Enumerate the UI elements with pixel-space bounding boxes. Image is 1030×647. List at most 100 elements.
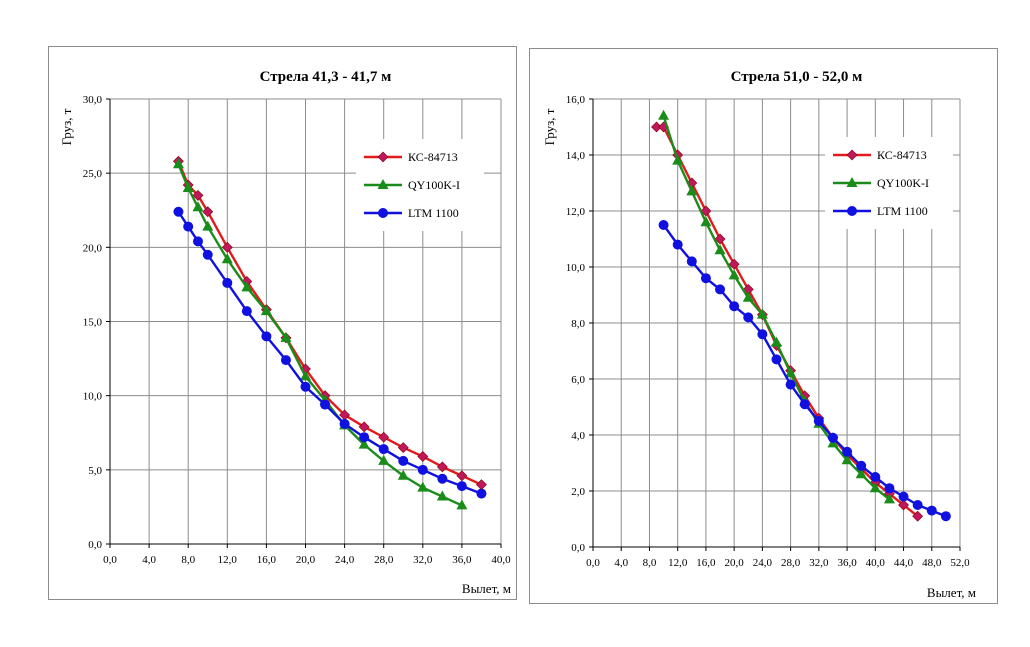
data-point bbox=[183, 221, 194, 232]
data-point bbox=[192, 201, 204, 212]
legend-marker bbox=[377, 179, 389, 189]
data-point bbox=[222, 277, 233, 288]
legend-marker bbox=[846, 149, 858, 161]
data-point bbox=[912, 510, 924, 522]
chart-title: Стрела 41,3 - 41,7 м bbox=[260, 69, 392, 85]
data-point bbox=[841, 454, 853, 465]
x-tick-label: 24,0 bbox=[753, 557, 773, 569]
chart-title: Стрела 51,0 - 52,0 м bbox=[731, 69, 863, 85]
x-tick-label: 16,0 bbox=[257, 554, 277, 566]
legend-marker bbox=[847, 206, 857, 216]
data-point bbox=[672, 239, 683, 250]
x-tick-label: 4,0 bbox=[614, 557, 628, 569]
data-point bbox=[436, 490, 448, 501]
x-tick-label: 20,0 bbox=[725, 557, 745, 569]
y-tick-label: 4,0 bbox=[571, 430, 585, 442]
y-tick-label: 25,0 bbox=[83, 168, 103, 180]
data-point bbox=[221, 241, 233, 253]
legend-label: LTM 1100 bbox=[408, 206, 459, 220]
x-axis-label: Вылет, м bbox=[462, 581, 511, 596]
data-point bbox=[173, 206, 184, 217]
data-point bbox=[799, 399, 810, 410]
series-ltm-1100 bbox=[658, 220, 951, 522]
data-point bbox=[842, 446, 853, 457]
data-point bbox=[700, 216, 712, 227]
x-tick-label: 16,0 bbox=[696, 557, 716, 569]
y-tick-label: 0,0 bbox=[571, 542, 585, 554]
data-point bbox=[358, 438, 370, 449]
data-point bbox=[417, 451, 429, 462]
gridlines bbox=[592, 98, 961, 548]
legend: КС-84713 QY100K-I LTM 1100 bbox=[356, 139, 484, 231]
data-point bbox=[870, 472, 881, 482]
data-point bbox=[813, 416, 824, 426]
y-tick-label: 0,0 bbox=[88, 539, 102, 551]
data-point bbox=[378, 454, 390, 465]
legend-label: LTM 1100 bbox=[877, 204, 928, 218]
data-point bbox=[261, 331, 272, 342]
legend-label: QY100K-I bbox=[408, 178, 460, 192]
y-tick-label: 2,0 bbox=[571, 486, 585, 498]
x-tick-label: 40,0 bbox=[491, 554, 511, 566]
data-point bbox=[172, 158, 184, 169]
data-point bbox=[742, 291, 754, 302]
data-point bbox=[728, 258, 740, 270]
data-point bbox=[714, 244, 726, 255]
x-tick-label: 28,0 bbox=[781, 557, 801, 569]
series-кс-84713 bbox=[173, 155, 487, 491]
y-tick-label: 12,0 bbox=[566, 206, 586, 218]
legend-label: КС-84713 bbox=[408, 150, 458, 164]
data-point bbox=[202, 220, 214, 231]
series-qy100k-i bbox=[658, 109, 895, 504]
data-point bbox=[658, 109, 670, 120]
y-tick-label: 15,0 bbox=[83, 317, 103, 329]
data-point bbox=[757, 329, 768, 340]
data-point bbox=[359, 432, 370, 443]
data-point bbox=[397, 469, 409, 480]
chart-left: Стрела 41,3 - 41,7 м 0,0 4,0 8,0 12,0 16,0 20,… bbox=[59, 69, 511, 596]
x-tick-label: 28,0 bbox=[374, 554, 394, 566]
x-tick-label: 36,0 bbox=[452, 554, 472, 566]
x-tick-label: 32,0 bbox=[809, 557, 829, 569]
data-point bbox=[358, 421, 370, 433]
data-point bbox=[855, 468, 867, 479]
data-point bbox=[192, 236, 203, 247]
x-tick-label: 0,0 bbox=[103, 554, 117, 566]
data-point bbox=[672, 154, 684, 165]
data-point bbox=[729, 301, 740, 312]
chart-panel-right: Стрела 51,0 - 52,0 м 0,0 4,0 8,0 12,0 16,0 20,… bbox=[529, 48, 998, 604]
y-axis-label: Груз, т bbox=[542, 108, 557, 145]
data-point bbox=[771, 354, 782, 365]
x-tick-label: 48,0 bbox=[922, 557, 942, 569]
data-point bbox=[417, 481, 429, 492]
legend-label: QY100K-I bbox=[877, 176, 929, 190]
data-point bbox=[456, 481, 467, 492]
x-tick-label: 4,0 bbox=[142, 554, 156, 566]
data-point bbox=[700, 273, 711, 284]
data-point bbox=[456, 499, 468, 510]
data-point bbox=[756, 308, 768, 319]
x-tick-label: 52,0 bbox=[950, 557, 970, 569]
data-point bbox=[869, 482, 881, 493]
data-point bbox=[280, 355, 291, 366]
data-point bbox=[260, 305, 272, 316]
data-point bbox=[912, 500, 923, 510]
data-point bbox=[378, 444, 389, 455]
y-tick-label: 30,0 bbox=[83, 94, 103, 106]
data-point bbox=[300, 370, 311, 381]
data-point bbox=[417, 464, 428, 475]
data-point bbox=[300, 381, 311, 392]
data-point bbox=[743, 312, 754, 323]
data-point bbox=[221, 253, 233, 264]
data-point bbox=[436, 461, 448, 473]
data-point bbox=[437, 473, 448, 484]
x-tick-label: 40,0 bbox=[866, 557, 886, 569]
data-point bbox=[658, 220, 669, 230]
chart-panel-left: Стрела 41,3 - 41,7 м 0,0 4,0 8,0 12,0 16,0 20,… bbox=[48, 46, 517, 600]
x-tick-label: 24,0 bbox=[335, 554, 355, 566]
legend-label: КС-84713 bbox=[877, 148, 927, 162]
y-tick-label: 6,0 bbox=[571, 374, 585, 386]
legend-marker bbox=[378, 208, 388, 218]
data-point bbox=[339, 418, 350, 429]
y-tick-label: 5,0 bbox=[88, 465, 102, 477]
